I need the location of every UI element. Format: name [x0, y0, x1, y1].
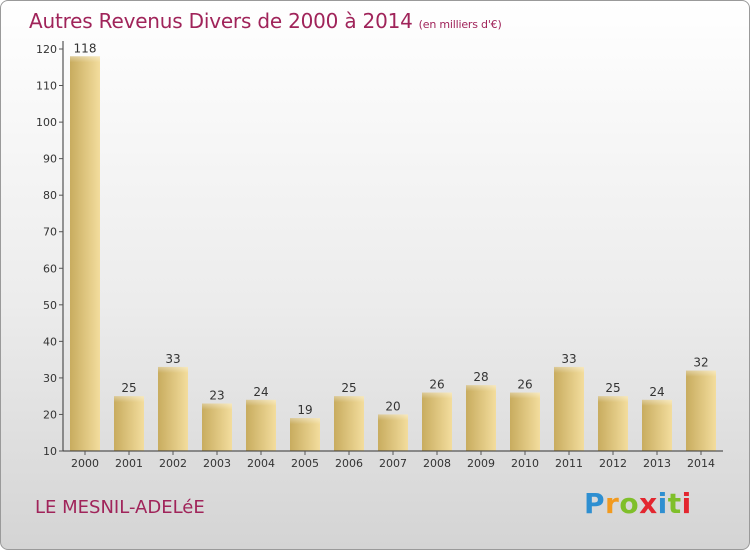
y-tick-label: 100: [36, 116, 57, 129]
bar-highlight-2014: [686, 370, 716, 377]
data-label-2005: 19: [297, 403, 312, 417]
data-label-2014: 32: [693, 356, 708, 370]
data-label-2013: 24: [649, 385, 664, 399]
chart-title: Autres Revenus Divers de 2000 à 2014 (en …: [29, 9, 502, 33]
bar-2012: [598, 396, 628, 451]
y-tick-label: 80: [43, 189, 57, 202]
x-tick-label-2000: 2000: [71, 457, 99, 470]
bar-2003: [202, 403, 232, 451]
y-tick-label: 120: [36, 43, 57, 56]
x-tick-label-2013: 2013: [643, 457, 671, 470]
x-tick-label-2006: 2006: [335, 457, 363, 470]
bar-highlight-2007: [378, 414, 408, 421]
proxiti-logo: Proxiti: [584, 487, 692, 520]
bar-2013: [642, 399, 672, 451]
y-tick-label: 20: [43, 408, 57, 421]
bar-highlight-2010: [510, 392, 540, 399]
data-label-2003: 23: [209, 388, 224, 402]
y-tick-label: 70: [43, 226, 57, 239]
x-tick-label-2001: 2001: [115, 457, 143, 470]
bar-2004: [246, 399, 276, 451]
x-tick-label-2010: 2010: [511, 457, 539, 470]
x-tick-label-2009: 2009: [467, 457, 495, 470]
commune-name: LE MESNIL-ADELéE: [35, 497, 205, 518]
bar-highlight-2005: [290, 418, 320, 425]
y-tick-label: 50: [43, 299, 57, 312]
data-labels: 118 25 33 23 24 19 25 20 26 28 26 33 25 24 32: [74, 41, 709, 417]
bar-highlight-2013: [642, 399, 672, 406]
y-tick-label: 60: [43, 262, 57, 275]
data-label-2012: 25: [605, 381, 620, 395]
data-label-2001: 25: [121, 381, 136, 395]
data-label-2009: 28: [473, 370, 488, 384]
bar-highlight-2011: [554, 366, 584, 373]
y-tick-label: 30: [43, 372, 57, 385]
bar-2007: [378, 414, 408, 451]
bar-2011: [554, 366, 584, 451]
bar-highlight-2008: [422, 392, 452, 399]
x-tick-label-2014: 2014: [687, 457, 715, 470]
x-tick-label-2004: 2004: [247, 457, 275, 470]
x-tick-label-2008: 2008: [423, 457, 451, 470]
x-tick-label-2012: 2012: [599, 457, 627, 470]
y-axis: 10 20 30 40 50 60 70 80 90 100 110 120: [36, 41, 64, 458]
data-label-2002: 33: [165, 352, 180, 366]
bar-highlight-2012: [598, 396, 628, 403]
bar-2010: [510, 392, 540, 451]
bar-2000: [70, 56, 100, 452]
y-tick-label: 10: [43, 445, 57, 458]
bar-highlight-2009: [466, 385, 496, 392]
bar-highlight-2003: [202, 403, 232, 410]
bar-2001: [114, 396, 144, 451]
data-label-2004: 24: [253, 385, 268, 399]
bar-highlight-2004: [246, 399, 276, 406]
x-tick-label-2011: 2011: [555, 457, 583, 470]
logo-letter: t: [667, 487, 682, 520]
x-axis: 2000 2001 2002 2003 2004 2005 2006 2007 2008 2009…: [63, 450, 723, 470]
chart-title-text: Autres Revenus Divers de 2000 à 2014: [29, 9, 413, 33]
bar-highlight-2002: [158, 366, 188, 373]
data-label-2010: 26: [517, 378, 532, 392]
data-label-2000: 118: [74, 41, 97, 55]
logo-letter: i: [681, 487, 692, 520]
logo-letter: x: [639, 487, 658, 520]
data-label-2006: 25: [341, 381, 356, 395]
bar-highlight-2006: [334, 396, 364, 403]
logo-letter: i: [657, 487, 668, 520]
logo-letter: r: [605, 487, 620, 520]
bar-2002: [158, 366, 188, 451]
data-label-2008: 26: [429, 378, 444, 392]
data-label-2011: 33: [561, 352, 576, 366]
bar-highlight-2000: [70, 56, 100, 63]
logo-letter: P: [584, 487, 606, 520]
x-tick-label-2003: 2003: [203, 457, 231, 470]
bar-2006: [334, 396, 364, 451]
y-tick-label: 40: [43, 335, 57, 348]
chart-subtitle: (en milliers d'€): [418, 18, 502, 31]
bar-2014: [686, 370, 716, 451]
y-tick-label: 110: [36, 80, 57, 93]
bar-2008: [422, 392, 452, 451]
logo-letter: o: [619, 487, 640, 520]
x-tick-label-2005: 2005: [291, 457, 319, 470]
bars: [70, 56, 716, 452]
y-tick-label: 90: [43, 153, 57, 166]
x-tick-label-2007: 2007: [379, 457, 407, 470]
bar-2009: [466, 385, 496, 451]
bar-highlight-2001: [114, 396, 144, 403]
data-label-2007: 20: [385, 399, 400, 413]
x-tick-label-2002: 2002: [159, 457, 187, 470]
